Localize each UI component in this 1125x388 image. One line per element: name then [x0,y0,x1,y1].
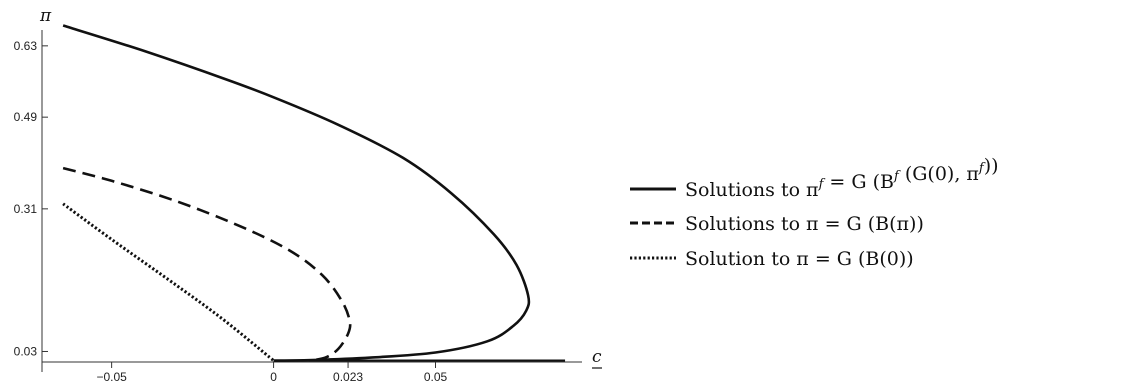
x-tick-label: −0.05 [96,370,127,384]
y-axis-label: π [39,6,52,26]
x-tick-label: 0 [270,370,277,384]
legend-entry-label: Solutions to π = G (B(π)) [685,213,924,235]
legend: Solutions to πf = G (Bf (G(0), πf)) Solut… [630,155,999,270]
x-axis-label: c [592,347,602,367]
series-line-solid [62,24,531,362]
ticks-group: −0.05 0 0.023 0.05 0.03 0.31 0.49 0.63 [14,39,448,384]
y-tick-label: 0.49 [14,110,38,124]
y-tick-label: 0.31 [14,202,38,216]
axes [41,30,582,372]
legend-entry-label: Solutions to πf = G (Bf (G(0), πf)) [685,155,999,201]
x-tick-label: 0.023 [333,370,363,384]
y-tick-label: 0.03 [14,344,38,358]
series-line-dashed [62,166,352,362]
legend-entry-label: Solution to π = G (B(0)) [685,248,914,270]
series-group [62,24,531,362]
x-tick-label: 0.05 [424,370,448,384]
y-tick-label: 0.63 [14,39,38,53]
series-line-dotted [62,202,275,362]
